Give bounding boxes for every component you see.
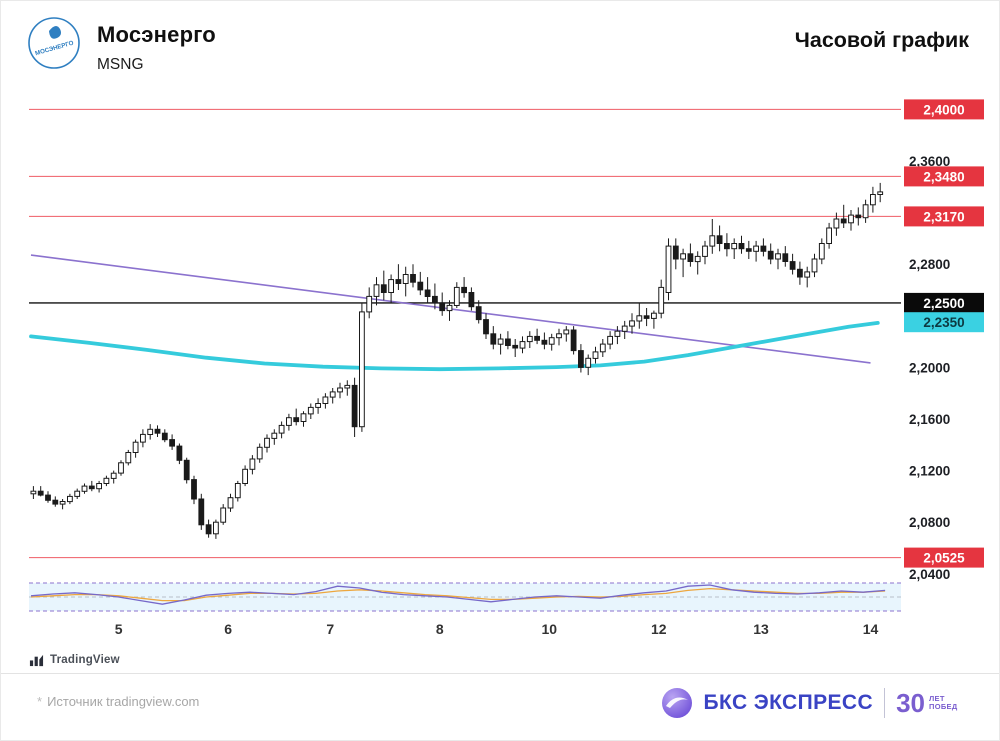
x-axis-label-6: 6 [224,621,232,637]
tradingview-attribution: TradingView [29,652,120,667]
years-caption: ЛЕТ ПОБЕД [929,693,958,711]
mosenergo-logo-icon: МОСЭНЕРГО [28,17,80,69]
chart-area: 2,3600 2,2800 2,2000 2,1600 2,1200 2,0800 2,04… [1,91,999,651]
oscillator-main-line [30,584,886,605]
ticker-label: MSNG [97,56,144,73]
title-block: Мосэнерго MSNG [97,22,216,74]
brand-separator [884,688,886,718]
x-axis-label-14: 14 [863,621,879,637]
x-axis-label-13: 13 [753,621,769,637]
y-axis-label: 2,2000 [909,360,950,375]
price-badge-2.348 [904,166,984,187]
y-axis-label: 2,2800 [909,257,950,272]
y-axis-label: 2,0400 [909,567,950,582]
price-chart-canvas: 2,3600 2,2800 2,2000 2,1600 2,1200 2,0800 2,04… [29,99,984,637]
header: МОСЭНЕРГО Мосэнерго MSNG Часовой график [1,1,999,97]
tradingview-label: TradingView [50,653,120,666]
price-badge-2.4 [904,99,984,120]
x-axis-label-10: 10 [542,621,558,637]
ma-price-badge [904,312,984,333]
x-axis-label-5: 5 [115,621,123,637]
y-axis-label: 2,0800 [909,515,950,530]
price-badge-2.0525-label: 2,0525 [923,551,965,566]
price-badge-2.348-label: 2,3480 [923,169,964,184]
x-axis-label-12: 12 [651,621,667,637]
y-axis-label: 2,1200 [909,464,950,479]
bks-logo-icon [661,688,692,718]
source-asterisk: * [37,694,43,709]
footer-divider [1,673,999,674]
y-axis-label: 2,1600 [909,412,950,427]
x-axis-label-8: 8 [436,621,444,637]
candles-group [30,182,884,539]
tradingview-logo-icon [29,654,44,667]
x-axis-label-7: 7 [326,621,334,637]
bks-express-logo: БКС ЭКСПРЕСС 30 ЛЕТ ПОБЕД [661,684,965,722]
price-badge-2.25-label: 2,2500 [923,296,964,311]
price-badge-2.317 [904,206,984,227]
years-number: 30 [896,687,925,718]
price-badge-2.0525 [904,547,984,568]
moving-average-line [29,320,880,372]
ma-price-badge-label: 2,2350 [923,315,964,330]
y-axis-label: 2,3600 [909,154,950,169]
price-badge-2.317-label: 2,3170 [923,209,964,224]
price-badge-2.4-label: 2,4000 [923,102,964,117]
brand-name: БКС ЭКСПРЕСС [703,691,874,714]
page-title: Мосэнерго [97,22,216,47]
price-badge-2.25 [904,292,984,313]
source-note: * Источник tradingview.com [37,694,199,709]
flame-icon [49,25,61,39]
source-text: Источник tradingview.com [47,694,200,709]
brand-anniversary: 30 ЛЕТ ПОБЕД [896,688,965,719]
timeframe-label: Часовой график [794,28,969,52]
